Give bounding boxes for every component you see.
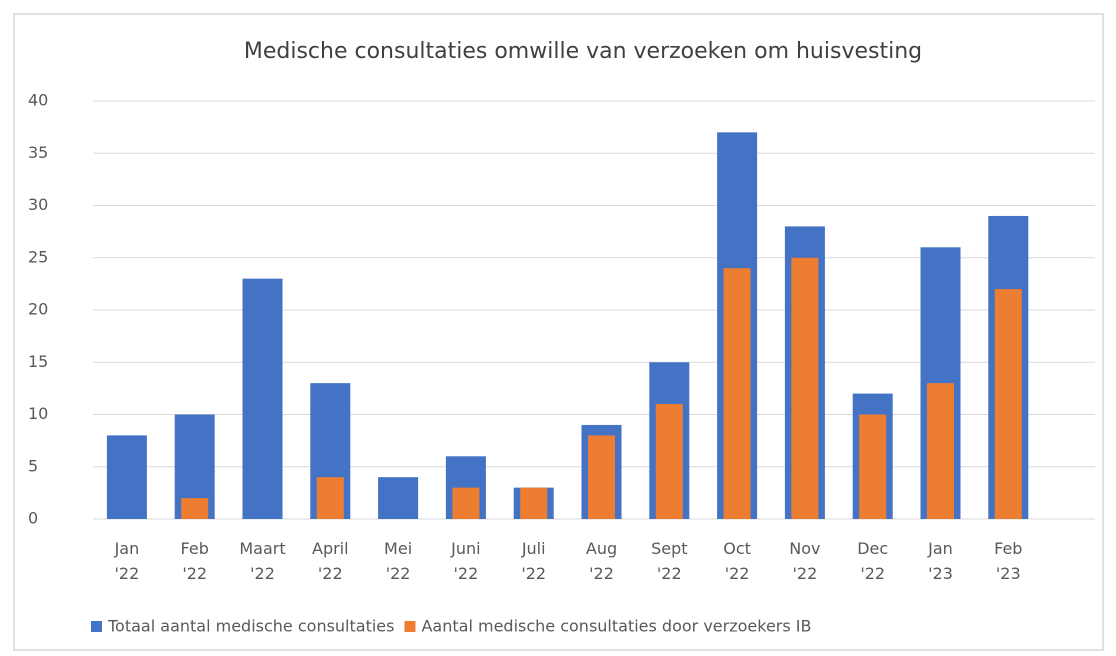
y-tick-label: 10 — [28, 404, 48, 423]
bar — [791, 257, 819, 519]
bar — [452, 487, 480, 519]
chart-title: Medische consultaties omwille van verzoe… — [244, 39, 922, 64]
x-tick-label: Juni '22 — [450, 539, 480, 583]
legend-swatch — [404, 621, 416, 632]
bar — [859, 414, 887, 519]
x-tick-label: Mei '22 — [384, 539, 412, 583]
x-tick-label: Maart '22 — [239, 539, 285, 583]
bar — [378, 477, 419, 519]
bar — [927, 383, 954, 519]
x-tick-label: Jan '22 — [114, 539, 140, 583]
y-tick-label: 0 — [28, 509, 38, 528]
bar — [242, 278, 283, 519]
y-tick-label: 5 — [28, 456, 38, 475]
x-tick-label: Feb '23 — [994, 539, 1022, 583]
x-tick-label: Oct '22 — [723, 539, 751, 583]
x-tick-label: Nov '22 — [789, 539, 820, 583]
y-tick-label: 15 — [28, 352, 48, 371]
x-tick-label: April '22 — [312, 539, 349, 583]
y-tick-label: 40 — [28, 91, 48, 110]
y-tick-label: 30 — [28, 195, 48, 214]
bar — [106, 435, 147, 519]
x-tick-label: Jan '23 — [927, 539, 953, 583]
legend-label: Aantal medische consultaties door verzoe… — [421, 617, 811, 636]
bar — [994, 289, 1022, 519]
y-tick-label: 25 — [28, 247, 48, 266]
bar — [723, 268, 751, 519]
bar — [181, 498, 209, 519]
legend-label: Totaal aantal medische consultaties — [107, 617, 394, 636]
bar — [520, 487, 548, 519]
y-tick-label: 35 — [28, 143, 48, 162]
x-tick-label: Feb '22 — [181, 539, 209, 583]
bar — [316, 477, 344, 519]
x-tick-label: Sept '22 — [651, 539, 687, 583]
x-tick-label: Juli '22 — [521, 539, 546, 583]
x-tick-label: Dec '22 — [857, 539, 888, 583]
legend-swatch — [91, 621, 102, 632]
x-tick-label: Aug '22 — [586, 539, 617, 583]
bar — [655, 404, 683, 519]
y-tick-label: 20 — [28, 300, 48, 319]
bar — [588, 435, 615, 519]
